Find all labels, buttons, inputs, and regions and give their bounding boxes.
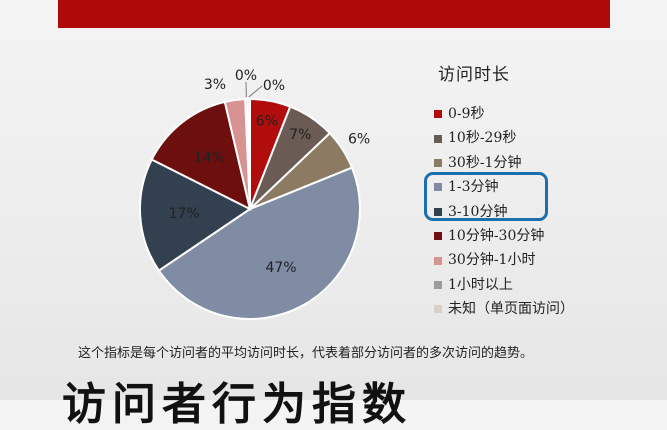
slice-label: 0% (263, 78, 285, 94)
legend-item: 未知（单页面访问） (434, 297, 634, 321)
legend-label: 1小时以上 (448, 273, 513, 297)
slice-label: 7% (289, 127, 311, 143)
legend-swatch (434, 135, 442, 143)
legend-label: 30分钟-1小时 (448, 248, 535, 272)
slice-label: 6% (256, 113, 278, 129)
legend-item: 10秒-29秒 (434, 126, 634, 150)
caption-text: 这个指标是每个访问者的平均访问时长，代表着部分访问者的多次访问的趋势。 (78, 345, 623, 362)
legend-item: 30分钟-1小时 (434, 248, 634, 272)
slice-label: 3% (204, 77, 226, 93)
legend-label: 0-9秒 (448, 102, 485, 126)
legend-swatch (434, 305, 442, 313)
legend-swatch (434, 281, 442, 289)
legend-label: 未知（单页面访问） (448, 297, 574, 321)
slice-label: 17% (169, 206, 200, 222)
legend-swatch (434, 110, 442, 118)
slice-label: 6% (348, 132, 370, 148)
legend-label: 10分钟-30分钟 (448, 224, 544, 248)
slice-label: 14% (194, 150, 225, 166)
legend-swatch (434, 257, 442, 265)
legend-item: 1小时以上 (434, 273, 634, 297)
legend-label: 10秒-29秒 (448, 126, 516, 150)
slice-label: 0% (235, 68, 257, 84)
legend-item: 10分钟-30分钟 (434, 224, 634, 248)
bottom-title: 访问者行为指数 (62, 380, 412, 430)
legend-swatch (434, 159, 442, 167)
leader-line (249, 86, 262, 97)
legend-item: 0-9秒 (434, 102, 634, 126)
highlight-box (424, 172, 548, 221)
legend-title: 访问时长 (438, 60, 510, 85)
legend-swatch (434, 232, 442, 240)
slice-label: 47% (265, 260, 296, 276)
